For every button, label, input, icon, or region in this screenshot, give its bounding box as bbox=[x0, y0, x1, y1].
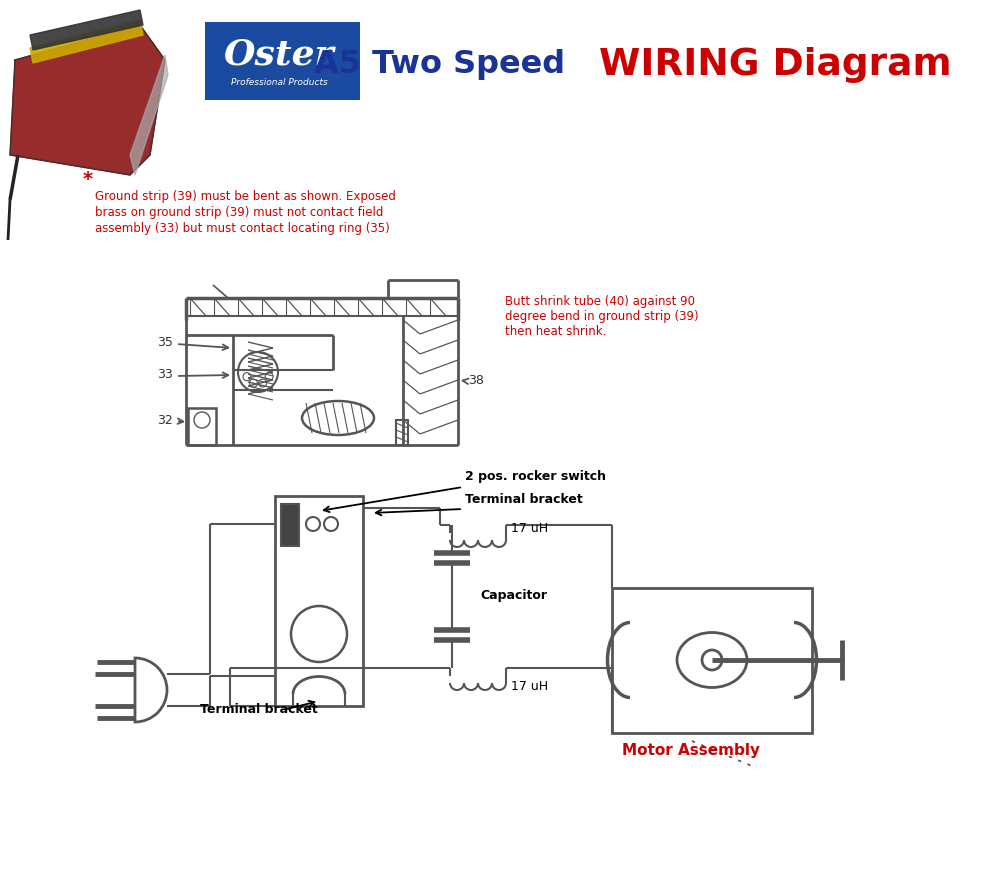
Text: *: * bbox=[83, 170, 93, 189]
Text: Professional Products: Professional Products bbox=[231, 79, 328, 87]
Text: brass on ground strip (39) must not contact field: brass on ground strip (39) must not cont… bbox=[95, 206, 383, 219]
Text: Butt shrink tube (40) against 90: Butt shrink tube (40) against 90 bbox=[505, 295, 695, 308]
Text: Oster: Oster bbox=[224, 38, 335, 72]
Text: WIRING Diagram: WIRING Diagram bbox=[599, 47, 951, 83]
Bar bbox=[275, 496, 363, 706]
Bar bbox=[205, 22, 360, 100]
Bar bbox=[396, 420, 408, 445]
Polygon shape bbox=[30, 20, 143, 63]
Bar bbox=[281, 504, 299, 546]
Text: 2 pos. rocker switch: 2 pos. rocker switch bbox=[465, 470, 606, 483]
Polygon shape bbox=[30, 10, 143, 50]
Text: Motor Assembly: Motor Assembly bbox=[622, 743, 760, 758]
Bar bbox=[188, 408, 216, 445]
Text: then heat shrink.: then heat shrink. bbox=[505, 325, 606, 338]
Polygon shape bbox=[130, 55, 168, 175]
Circle shape bbox=[702, 650, 722, 670]
Text: 35: 35 bbox=[157, 335, 173, 348]
Polygon shape bbox=[10, 25, 165, 175]
Text: 32: 32 bbox=[157, 414, 173, 427]
Text: degree bend in ground strip (39): degree bend in ground strip (39) bbox=[505, 310, 699, 323]
Text: 17 uH: 17 uH bbox=[511, 522, 548, 535]
Text: 17 uH: 17 uH bbox=[511, 680, 548, 693]
Ellipse shape bbox=[677, 633, 747, 688]
Text: 33: 33 bbox=[157, 368, 173, 382]
Text: Capacitor: Capacitor bbox=[480, 589, 547, 602]
Text: Ground strip (39) must be bent as shown. Exposed: Ground strip (39) must be bent as shown.… bbox=[95, 190, 396, 203]
Ellipse shape bbox=[302, 401, 374, 435]
Text: assembly (33) but must contact locating ring (35): assembly (33) but must contact locating … bbox=[95, 222, 390, 235]
Bar bbox=[612, 588, 812, 733]
Text: 38: 38 bbox=[468, 374, 484, 387]
Text: Terminal bracket: Terminal bracket bbox=[200, 703, 318, 716]
Wedge shape bbox=[135, 658, 167, 722]
Text: Terminal bracket: Terminal bracket bbox=[465, 493, 583, 506]
Text: A5 Two Speed: A5 Two Speed bbox=[314, 50, 566, 80]
